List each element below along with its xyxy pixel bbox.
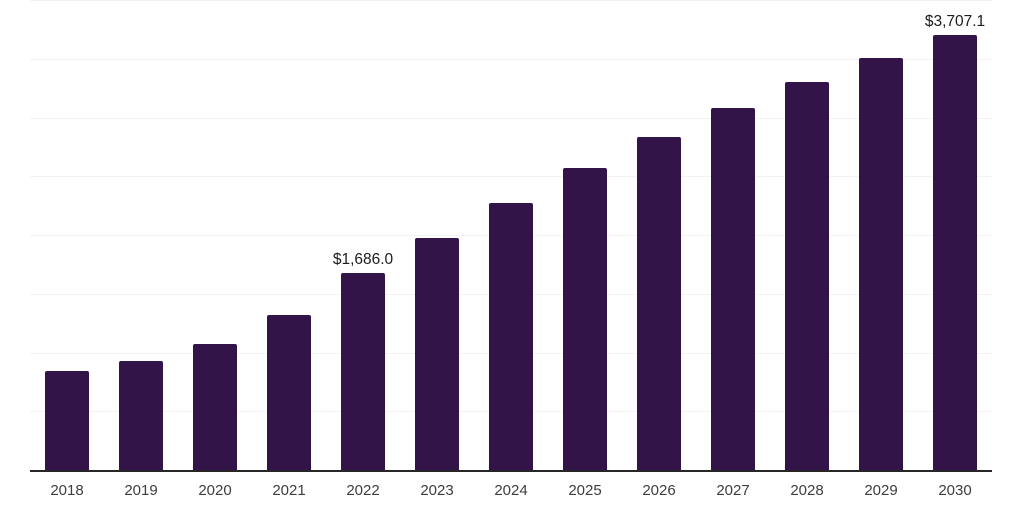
bar-slot-2019 [104,1,178,471]
plot-area: $1,686.0 $3,707.1 [30,0,992,472]
gridline-2500 [30,176,992,178]
bar-2022 [341,272,385,471]
gridline-3500 [30,58,992,60]
gridline-4000 [30,0,992,1]
x-axis-labels: 2018 2019 2020 2021 2022 2023 2024 2025 2026 2027… [30,483,992,499]
value-label-2022: $1,686.0 [332,250,394,268]
x-tick-2028: 2028 [790,482,824,499]
bar-slot-2029 [844,1,918,471]
bar-2019 [119,361,163,471]
bar-2023 [415,238,459,471]
x-tick-2026: 2026 [642,482,676,499]
x-tick-2023: 2023 [420,482,454,499]
gridline-3000 [30,117,992,119]
x-tick-2021: 2021 [272,482,306,499]
x-tick-2019: 2019 [124,482,158,499]
bar-slot-2030: $3,707.1 [918,1,992,471]
bar-slot-2026 [622,1,696,471]
x-tick-2025: 2025 [568,482,602,499]
x-tick-2027: 2027 [716,482,750,499]
bar-2025 [563,168,607,471]
bar-slot-2023 [400,1,474,471]
bar-slot-2024 [474,1,548,471]
bar-2029 [859,57,903,471]
x-axis-line [30,470,992,472]
x-tick-2024: 2024 [494,482,528,499]
bar-slot-2022: $1,686.0 [326,1,400,471]
bar-slot-2027 [696,1,770,471]
bar-slot-2018 [30,1,104,471]
bar-slot-2025 [548,1,622,471]
x-tick-2029: 2029 [864,482,898,499]
bar-2027 [711,107,755,471]
x-tick-2022: 2022 [346,482,380,499]
bar-2024 [489,202,533,471]
bar-2021 [267,314,311,471]
bar-2028 [785,81,829,471]
value-label-2030: $3,707.1 [924,13,986,31]
bar-2018 [45,370,89,471]
bars: $1,686.0 $3,707.1 [30,1,992,471]
x-tick-2018: 2018 [50,482,84,499]
bar-slot-2021 [252,1,326,471]
bar-2026 [637,136,681,471]
bar-2030 [933,35,977,471]
x-tick-2020: 2020 [198,482,232,499]
x-tick-2030: 2030 [938,482,972,499]
bar-slot-2020 [178,1,252,471]
bar-2020 [193,343,237,471]
bar-slot-2028 [770,1,844,471]
